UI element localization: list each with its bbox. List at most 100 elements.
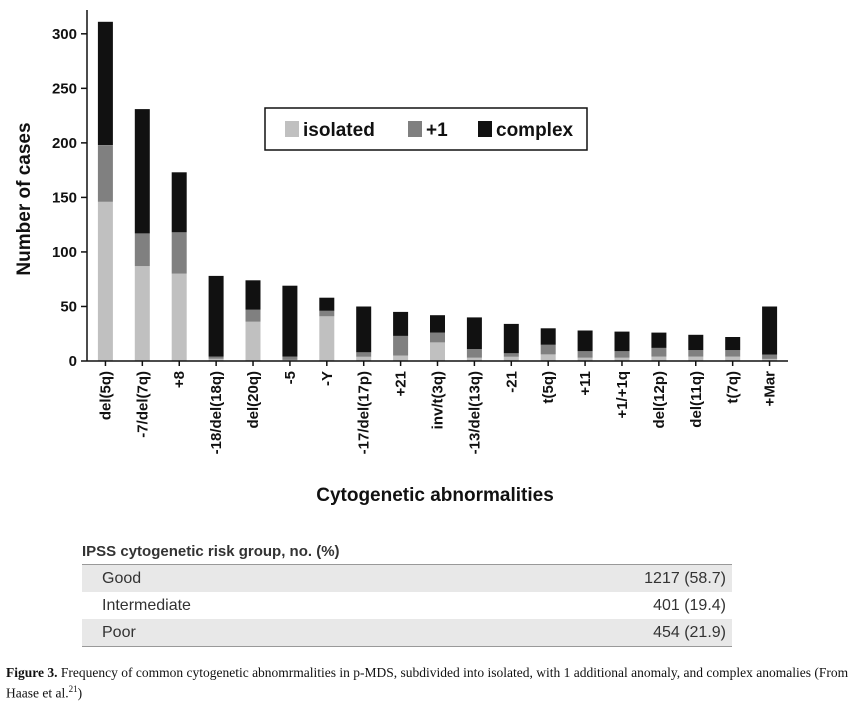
- y-tick-label-200: 200: [52, 135, 77, 152]
- bar-1-5: [282, 356, 298, 360]
- caption-reference: 21: [68, 684, 78, 694]
- bar-complex-17: [725, 337, 741, 351]
- x-tick-label-12: t(5q): [540, 371, 557, 404]
- bar-complex-14: [614, 331, 630, 352]
- bar-isolated-0: [97, 201, 113, 361]
- bar-complex-8: [393, 311, 409, 336]
- table-title: IPSS cytogenetic risk group, no. (%): [82, 543, 340, 560]
- bar-isolated-13: [577, 357, 593, 361]
- y-axis: 0 50 100 150 200 250 300: [52, 10, 88, 370]
- figure-label: Figure 3.: [6, 665, 58, 680]
- x-tick-label-5: -5: [282, 371, 299, 384]
- x-tick-label-15: del(12p): [651, 371, 668, 429]
- bar-1-10: [466, 349, 482, 358]
- x-tick-label-14: +1/+1q: [614, 371, 631, 419]
- y-axis-title: Number of cases: [14, 122, 35, 275]
- table-row-intermediate: Intermediate 401 (19.4): [82, 592, 732, 619]
- legend-label-1: +1: [426, 120, 448, 141]
- caption-text: Frequency of common cytogenetic abnomrma…: [6, 665, 849, 701]
- bar-complex-13: [577, 330, 593, 352]
- bar-1-14: [614, 351, 630, 358]
- bar-complex-3: [208, 275, 224, 357]
- table-row-good: Good 1217 (58.7): [82, 565, 732, 592]
- x-tick-label-11: -21: [503, 371, 520, 393]
- y-tick-label-0: 0: [69, 353, 77, 370]
- bar-1-3: [208, 356, 224, 359]
- x-tick-label-10: -13/del(13q): [466, 371, 483, 454]
- bar-complex-1: [134, 109, 150, 234]
- bar-complex-10: [466, 317, 482, 349]
- x-tick-label-2: +8: [171, 371, 188, 388]
- bar-1-0: [97, 145, 113, 202]
- caption-text-end: ): [77, 685, 83, 701]
- figure-caption: Figure 3. Frequency of common cytogeneti…: [6, 664, 858, 702]
- bar-isolated-4: [245, 321, 261, 361]
- bar-1-8: [393, 335, 409, 356]
- bar-isolated-15: [651, 356, 667, 361]
- bar-complex-16: [688, 334, 704, 351]
- bar-1-11: [503, 353, 519, 357]
- bar-complex-2: [171, 172, 187, 233]
- bar-complex-4: [245, 280, 261, 310]
- bar-complex-0: [97, 21, 113, 145]
- row-value: 1217 (58.7): [644, 570, 726, 587]
- legend-swatch-1: [408, 121, 422, 137]
- x-tick-label-8: +21: [393, 371, 410, 396]
- bar-isolated-10: [466, 357, 482, 361]
- bar-1-13: [577, 351, 593, 358]
- bar-1-6: [319, 310, 335, 317]
- bar-complex-11: [503, 323, 519, 354]
- x-axis: del(5q) -7/del(7q) +8 -18/del(18q) del(20q) -…: [87, 360, 788, 454]
- bar-1-4: [245, 309, 261, 322]
- x-axis-title: Cytogenetic abnormalities: [316, 485, 554, 506]
- y-tick-label-100: 100: [52, 244, 77, 261]
- row-value: 401 (19.4): [653, 597, 726, 614]
- bar-1-1: [134, 233, 150, 267]
- y-tick-label-250: 250: [52, 80, 77, 97]
- row-label: Good: [102, 570, 142, 587]
- row-label: Intermediate: [102, 597, 191, 614]
- bar-isolated-9: [430, 342, 445, 361]
- bar-1-18: [762, 354, 778, 359]
- legend-box: [264, 107, 588, 151]
- bar-complex-12: [540, 328, 556, 345]
- bar-1-9: [430, 332, 445, 343]
- legend-swatch-isolated: [285, 121, 299, 137]
- bar-1-16: [688, 350, 704, 357]
- bar-isolated-11: [503, 356, 519, 361]
- stacked-bar-chart: 0 50 100 150 200 250 300 del(5q) -7/del(7q) +8 -1…: [14, 10, 788, 506]
- legend-label-complex: complex: [496, 120, 574, 141]
- bar-complex-5: [282, 285, 298, 357]
- x-tick-label-18: +Mar: [762, 371, 779, 407]
- x-tick-label-3: -18/del(18q): [208, 371, 225, 454]
- bars-group: [97, 21, 778, 362]
- bar-1-12: [540, 344, 556, 355]
- y-tick-label-300: 300: [52, 26, 77, 43]
- legend-swatch-complex: [478, 121, 492, 137]
- bar-1-7: [356, 352, 372, 357]
- x-tick-label-4: del(20q): [245, 371, 262, 429]
- table-body: Good 1217 (58.7) Intermediate 401 (19.4)…: [82, 564, 732, 647]
- bar-1-15: [651, 347, 667, 357]
- x-tick-label-16: del(11q): [688, 371, 705, 428]
- x-tick-label-7: -17/del(17p): [356, 371, 373, 454]
- row-label: Poor: [102, 624, 136, 641]
- x-tick-label-6: -Y: [319, 371, 336, 386]
- bar-isolated-17: [725, 356, 741, 361]
- table-row-poor: Poor 454 (21.9): [82, 619, 732, 646]
- y-tick-label-150: 150: [52, 189, 77, 206]
- bar-isolated-6: [319, 316, 335, 361]
- x-tick-label-17: t(7q): [725, 371, 742, 404]
- bar-complex-9: [430, 315, 445, 333]
- bar-isolated-14: [614, 357, 630, 361]
- bar-isolated-8: [393, 355, 409, 361]
- bar-complex-7: [356, 306, 372, 353]
- bar-isolated-7: [356, 356, 372, 361]
- y-tick-label-50: 50: [60, 298, 77, 315]
- risk-group-table: IPSS cytogenetic risk group, no. (%) Goo…: [82, 540, 732, 647]
- bar-isolated-1: [134, 266, 150, 361]
- bar-isolated-16: [688, 356, 704, 361]
- row-value: 454 (21.9): [653, 624, 726, 641]
- bar-isolated-12: [540, 354, 556, 361]
- bar-complex-18: [762, 306, 778, 355]
